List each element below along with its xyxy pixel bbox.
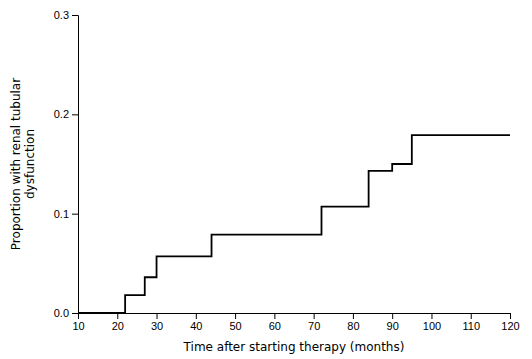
x-tick-mark: [392, 313, 393, 319]
x-tick: 90: [387, 313, 399, 332]
x-tick-label: 80: [347, 320, 359, 332]
plot: 10 20 30 40 50 60 70 80 90 100 110 120 0.0 0.1 0.2 0.3: [54, 9, 520, 332]
x-tick-label: 120: [501, 320, 519, 332]
x-axis-line: [79, 314, 511, 320]
x-axis-title: Time after starting therapy (months): [183, 340, 405, 354]
x-tick-label: 90: [387, 320, 399, 332]
y-tick-mark: [72, 313, 78, 314]
y-tick-mark: [72, 214, 78, 215]
x-tick-mark: [431, 313, 432, 319]
x-tick: 100: [423, 313, 441, 332]
y-tick-mark: [72, 114, 78, 115]
chart: 10 20 30 40 50 60 70 80 90 100 110 120 0.0 0.1 0.2 0.3 T…: [0, 0, 532, 359]
x-tick: 60: [269, 313, 281, 332]
y-tick: 0.2: [54, 108, 78, 120]
y-axis: 0.0 0.1 0.2 0.3: [54, 9, 79, 319]
x-tick-label: 50: [229, 320, 241, 332]
x-tick-mark: [314, 313, 315, 319]
y-tick-label: 0.3: [54, 9, 69, 21]
x-tick-label: 60: [269, 320, 281, 332]
y-tick-label: 0.0: [54, 307, 69, 319]
x-tick: 20: [112, 313, 124, 332]
x-tick-mark: [471, 313, 472, 319]
x-tick-mark: [353, 313, 354, 319]
x-tick: 10: [72, 313, 84, 332]
y-tick-mark: [72, 15, 78, 16]
y-axis-title-line: Proportion with renal tubular: [9, 78, 23, 250]
x-tick-mark: [196, 313, 197, 319]
x-tick-mark: [235, 313, 236, 319]
y-axis-line: [72, 16, 79, 314]
x-tick: 110: [462, 313, 480, 332]
x-tick: 50: [229, 313, 241, 332]
x-tick-mark: [274, 313, 275, 319]
y-tick: 0.1: [54, 208, 78, 220]
x-tick-label: 70: [308, 320, 320, 332]
x-axis: 10 20 30 40 50 60 70 80 90 100 110 120: [72, 313, 519, 332]
x-tick-label: 40: [190, 320, 202, 332]
y-tick: 0.3: [54, 9, 78, 21]
x-tick: 80: [347, 313, 359, 332]
x-tick-label: 110: [462, 320, 480, 332]
x-tick: 30: [151, 313, 163, 332]
y-tick-label: 0.2: [54, 108, 69, 120]
y-tick: 0.0: [54, 307, 78, 319]
marks: [78, 135, 510, 313]
x-tick-label: 20: [112, 320, 124, 332]
x-tick-mark: [157, 313, 158, 319]
x-tick-label: 10: [72, 320, 84, 332]
x-tick-label: 100: [423, 320, 441, 332]
x-tick-mark: [117, 313, 118, 319]
x-tick: 120: [501, 313, 519, 332]
y-tick-label: 0.1: [54, 208, 69, 220]
x-tick-mark: [510, 313, 511, 319]
x-tick-label: 30: [151, 320, 163, 332]
x-tick: 70: [308, 313, 320, 332]
x-tick: 40: [190, 313, 202, 332]
y-axis-title-line: dysfunction: [23, 129, 37, 199]
step-line: [78, 135, 510, 313]
y-axis-title: Proportion with renal tubulardysfunction: [9, 78, 37, 250]
